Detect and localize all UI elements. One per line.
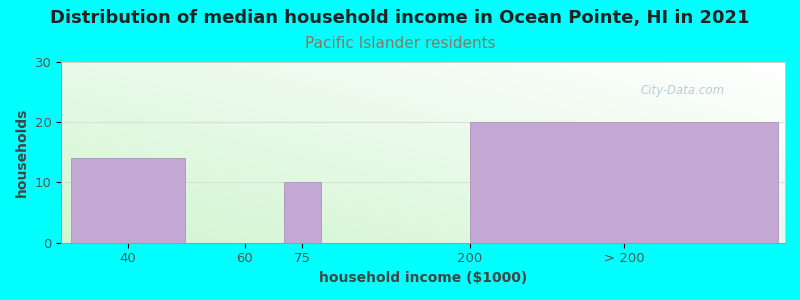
Text: City-Data.com: City-Data.com [640,84,724,97]
Bar [71,158,185,243]
Bar [470,122,778,243]
Bar [284,182,322,243]
Text: Pacific Islander residents: Pacific Islander residents [305,36,495,51]
X-axis label: household income ($1000): household income ($1000) [319,271,527,285]
Y-axis label: households: households [15,108,29,197]
Text: Distribution of median household income in Ocean Pointe, HI in 2021: Distribution of median household income … [50,9,750,27]
